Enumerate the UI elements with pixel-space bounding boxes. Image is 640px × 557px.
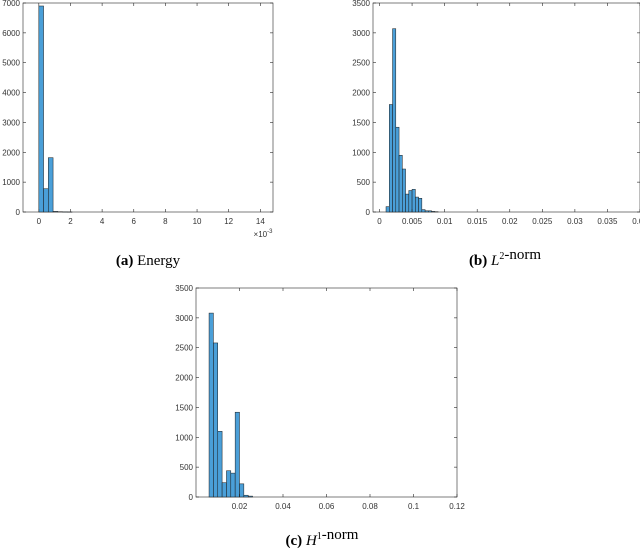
histogram-bar [425,211,428,212]
y-tick-label: 0 [16,208,21,217]
x-tick-label: 0 [377,217,382,226]
x-tick-label: 0.04 [632,217,640,226]
histogram-bar [409,191,412,213]
histogram-bar [39,6,44,212]
histogram-bar [218,431,222,497]
y-tick-label: 500 [357,178,371,187]
x-tick-label: 0.1 [408,502,420,511]
chart-panel-2: 0 500 1000 1500 2000 2500 3000 3500 0 0.005 0.01 0.… [352,0,640,269]
y-tick-label: 1000 [175,433,193,442]
histogram-bar [402,169,405,212]
y-tick-label: 3500 [352,0,370,8]
x-tick-label: 0.025 [532,217,553,226]
x-tick-label: 0.005 [402,217,423,226]
y-tick-label: 6000 [2,29,20,38]
x-tick-label: 0.06 [319,502,335,511]
histogram-bar [248,496,252,497]
histogram-bar [44,189,49,212]
histogram-bar [213,343,217,497]
y-tick-label: 5000 [2,59,20,68]
histogram-bar [406,194,409,212]
histogram-bar [428,211,431,212]
histogram-bar [222,483,226,497]
y-tick-label: 1000 [2,178,20,187]
histogram-bar [386,207,389,212]
histogram-bar [415,197,418,212]
y-tick-label: 3000 [352,29,370,38]
histogram-bar [226,471,230,497]
axes-frame [373,3,640,212]
histogram-bar [389,105,392,212]
x-tick-label: 8 [163,217,168,226]
y-tick-label: 2500 [352,59,370,68]
x-tick-label: 10 [193,217,202,226]
histogram-bar [396,127,399,212]
axes-frame [23,3,273,212]
histogram-bar [53,211,58,212]
y-tick-label: 2000 [2,148,20,157]
y-tick-label: 3000 [2,118,20,127]
y-tick-label: 2000 [175,374,193,383]
y-tick-label: 1000 [352,148,370,157]
histogram-bar [244,495,248,497]
y-tick-label: 2000 [352,89,370,98]
y-tick-label: 0 [189,493,194,502]
y-tick-label: 1500 [352,118,370,127]
x-tick-label: 0.04 [275,502,291,511]
panel-caption: (a) Energy [116,253,181,269]
x-tick-label: 0.08 [362,502,378,511]
x-tick-label: 4 [100,217,105,226]
x-tick-label: 6 [132,217,137,226]
x-tick-label: 0.035 [597,217,618,226]
histogram-bar [240,484,244,497]
x-tick-label: 0.12 [449,502,465,511]
histogram-bar [432,211,435,212]
histogram-bar [419,198,422,212]
y-tick-label: 2500 [175,344,193,353]
y-tick-label: 3500 [175,284,193,293]
histogram-bar [209,313,213,497]
panel-caption: (c) H1-norm [286,527,359,549]
x-tick-label: 12 [224,217,233,226]
x-exponent-label: ×10-3 [254,229,274,239]
histogram-bar [412,189,415,212]
y-tick-label: 500 [180,463,194,472]
x-tick-label: 14 [256,217,265,226]
y-tick-label: 4000 [2,89,20,98]
panel-caption: (b) L2-norm [469,247,541,269]
histogram-bar [235,412,239,497]
y-tick-label: 3000 [175,314,193,323]
x-tick-label: 2 [68,217,73,226]
histogram-bar [48,158,53,212]
chart-panel-1: 0 1000 2000 3000 4000 5000 6000 7000 0 2 4 6 8 10 12 14… [2,0,273,269]
histogram-bar [231,473,235,497]
histogram-bar [399,155,402,212]
y-tick-label: 0 [366,208,371,217]
x-tick-label: 0 [37,217,42,226]
chart-panel-3: 0 500 1000 1500 2000 2500 3000 3500 0.02 0.04 0.06… [175,284,465,549]
x-tick-label: 0.015 [467,217,488,226]
y-tick-label: 7000 [2,0,20,8]
y-tick-label: 1500 [175,403,193,412]
x-tick-label: 0.01 [437,217,453,226]
histogram-bar [422,210,425,212]
x-tick-label: 0.02 [232,502,248,511]
x-tick-label: 0.02 [502,217,518,226]
histogram-bar [393,29,396,212]
x-tick-label: 0.03 [567,217,583,226]
